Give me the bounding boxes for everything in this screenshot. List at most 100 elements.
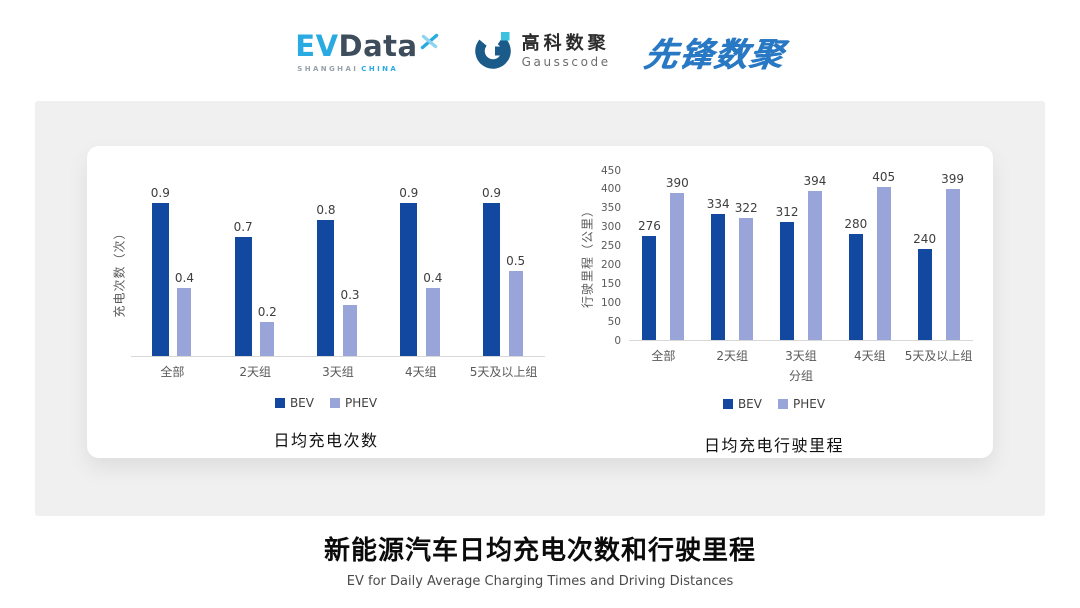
value-label: 0.4 <box>174 271 194 285</box>
y-tick-label: 50 <box>607 315 621 328</box>
legend-item-bev: BEV <box>722 397 762 411</box>
gausscode-en-text: Gausscode <box>521 54 611 69</box>
bar-group: 276 390 <box>629 171 698 340</box>
chart-title: 日均充电次数 <box>273 431 379 450</box>
y-tick-label: 450 <box>600 164 621 177</box>
x-labels-row: 全部 2天组 3天组 4天组 5天及以上组 <box>629 341 973 364</box>
bar-bev-4天组 <box>400 203 418 356</box>
bar-phev-2天组 <box>260 322 275 356</box>
x-category-label: 全部 <box>651 349 676 363</box>
value-label: 405 <box>872 170 896 184</box>
value-label: 0.5 <box>506 254 526 268</box>
evdata-subtitle: SHANGHAI CHINA <box>297 64 399 73</box>
bar-phev-3天组 <box>343 305 358 356</box>
gausscode-g-icon <box>473 30 513 74</box>
bar-phev-3天组 <box>807 191 822 340</box>
bar-phev-5天及以上组 <box>508 271 523 356</box>
y-tick-label: 100 <box>600 296 621 309</box>
y-tick-label: 250 <box>600 240 621 253</box>
bar-bev-4天组 <box>848 234 863 340</box>
page-title: 新能源汽车日均充电次数和行驶里程 <box>323 536 756 566</box>
legend-item-phev: PHEV <box>777 397 826 411</box>
charts-row: 充电次数（次） 0.9 0.4 0.7 0.2 0.8 0.3 0.9 0.4 0.9 0.5 全… <box>87 146 993 458</box>
bar-phev-全部 <box>177 288 192 356</box>
value-label: 334 <box>706 197 730 211</box>
bar-phev-5天及以上组 <box>945 189 960 340</box>
chart-card: 充电次数（次） 0.9 0.4 0.7 0.2 0.8 0.3 0.9 0.4 0.9 0.5 全… <box>87 146 993 458</box>
legend-swatch <box>722 399 733 409</box>
y-tick-label: 400 <box>600 183 621 196</box>
bars-row: 0.9 0.4 0.7 0.2 0.8 0.3 0.9 0.4 0.9 0.5 <box>131 187 545 357</box>
value-label: 276 <box>637 219 661 233</box>
evdata-logo: EV Data SHANGHAI CHINA <box>295 28 438 73</box>
chart-title: 日均充电行驶里程 <box>703 436 844 455</box>
y-axis-label: 行驶里程（公里） <box>580 203 595 309</box>
evdata-ev-text: EV <box>295 28 339 63</box>
bar-bev-5天及以上组 <box>483 203 501 356</box>
x-category-label: 5天及以上组 <box>904 349 973 363</box>
bar-group: 0.7 0.2 <box>214 187 297 356</box>
y-tick-label: 0 <box>614 334 621 347</box>
bar-group: 312 394 <box>767 171 836 340</box>
y-ticks: 0 50 100 150 200 250 300 350 400 450 <box>599 165 629 345</box>
y-tick-label: 300 <box>600 221 621 234</box>
legend-swatch <box>777 399 788 409</box>
value-label: 0.9 <box>399 186 419 200</box>
xianfeng-logo: 先锋数聚 <box>641 28 789 76</box>
value-label: 312 <box>775 205 799 219</box>
x-category-label: 2天组 <box>239 365 272 379</box>
value-label: 240 <box>913 232 937 246</box>
bar-bev-5天及以上组 <box>917 249 932 340</box>
value-label: 0.7 <box>233 220 253 234</box>
bar-bev-3天组 <box>780 222 795 340</box>
bar-group: 0.9 0.4 <box>379 187 462 356</box>
evdata-data-text: Data <box>338 28 418 63</box>
bar-group: 0.9 0.4 <box>131 187 214 356</box>
value-label: 394 <box>803 174 827 188</box>
logo-bar: EV Data SHANGHAI CHINA <box>0 24 1080 80</box>
legend-label: BEV <box>737 397 762 411</box>
legend: BEV PHEV <box>107 396 545 410</box>
bar-phev-4天组 <box>425 288 440 356</box>
value-label: 0.4 <box>423 271 443 285</box>
chart-daily-driving-distance: 行驶里程（公里） 0 50 100 150 200 250 300 350 400 450 276… <box>575 146 973 458</box>
gausscode-cn-text: 高科数聚 <box>521 33 610 55</box>
bar-phev-全部 <box>670 193 685 340</box>
bar-bev-2天组 <box>711 214 726 340</box>
bar-bev-2天组 <box>234 237 252 356</box>
legend-item-phev: PHEV <box>329 396 378 410</box>
legend-label: PHEV <box>344 396 378 410</box>
y-tick-label: 200 <box>600 258 621 271</box>
value-label: 322 <box>734 201 758 215</box>
chart-daily-charging-times: 充电次数（次） 0.9 0.4 0.7 0.2 0.8 0.3 0.9 0.4 0.9 0.5 全… <box>107 146 545 458</box>
bar-group: 240 399 <box>904 171 973 340</box>
bar-bev-3天组 <box>317 220 335 356</box>
x-category-label: 2天组 <box>716 349 749 363</box>
page-subtitle: EV for Daily Average Charging Times and … <box>346 574 734 589</box>
legend-swatch <box>274 398 285 408</box>
bar-bev-全部 <box>642 236 657 340</box>
value-label: 0.9 <box>481 186 502 200</box>
bar-phev-2天组 <box>739 218 754 340</box>
legend: BEV PHEV <box>575 397 973 411</box>
bar-group: 280 405 <box>835 171 904 340</box>
y-tick-label: 150 <box>600 277 621 290</box>
legend-item-bev: BEV <box>274 396 314 410</box>
legend-label: PHEV <box>792 397 826 411</box>
bar-group: 334 322 <box>698 171 767 340</box>
x-category-label: 全部 <box>160 365 185 379</box>
bar-phev-4天组 <box>876 187 891 340</box>
x-category-label: 5天及以上组 <box>469 365 538 379</box>
value-label: 280 <box>844 217 868 231</box>
y-tick-label: 350 <box>600 202 621 215</box>
x-category-label: 4天组 <box>404 365 437 379</box>
x-category-label: 3天组 <box>322 365 354 379</box>
value-label: 0.2 <box>257 305 277 319</box>
x-category-label: 3天组 <box>785 349 817 363</box>
value-label: 0.9 <box>150 186 170 200</box>
value-label: 399 <box>941 172 964 186</box>
value-label: 0.3 <box>340 288 360 302</box>
legend-swatch <box>329 398 340 408</box>
legend-label: BEV <box>289 396 314 410</box>
